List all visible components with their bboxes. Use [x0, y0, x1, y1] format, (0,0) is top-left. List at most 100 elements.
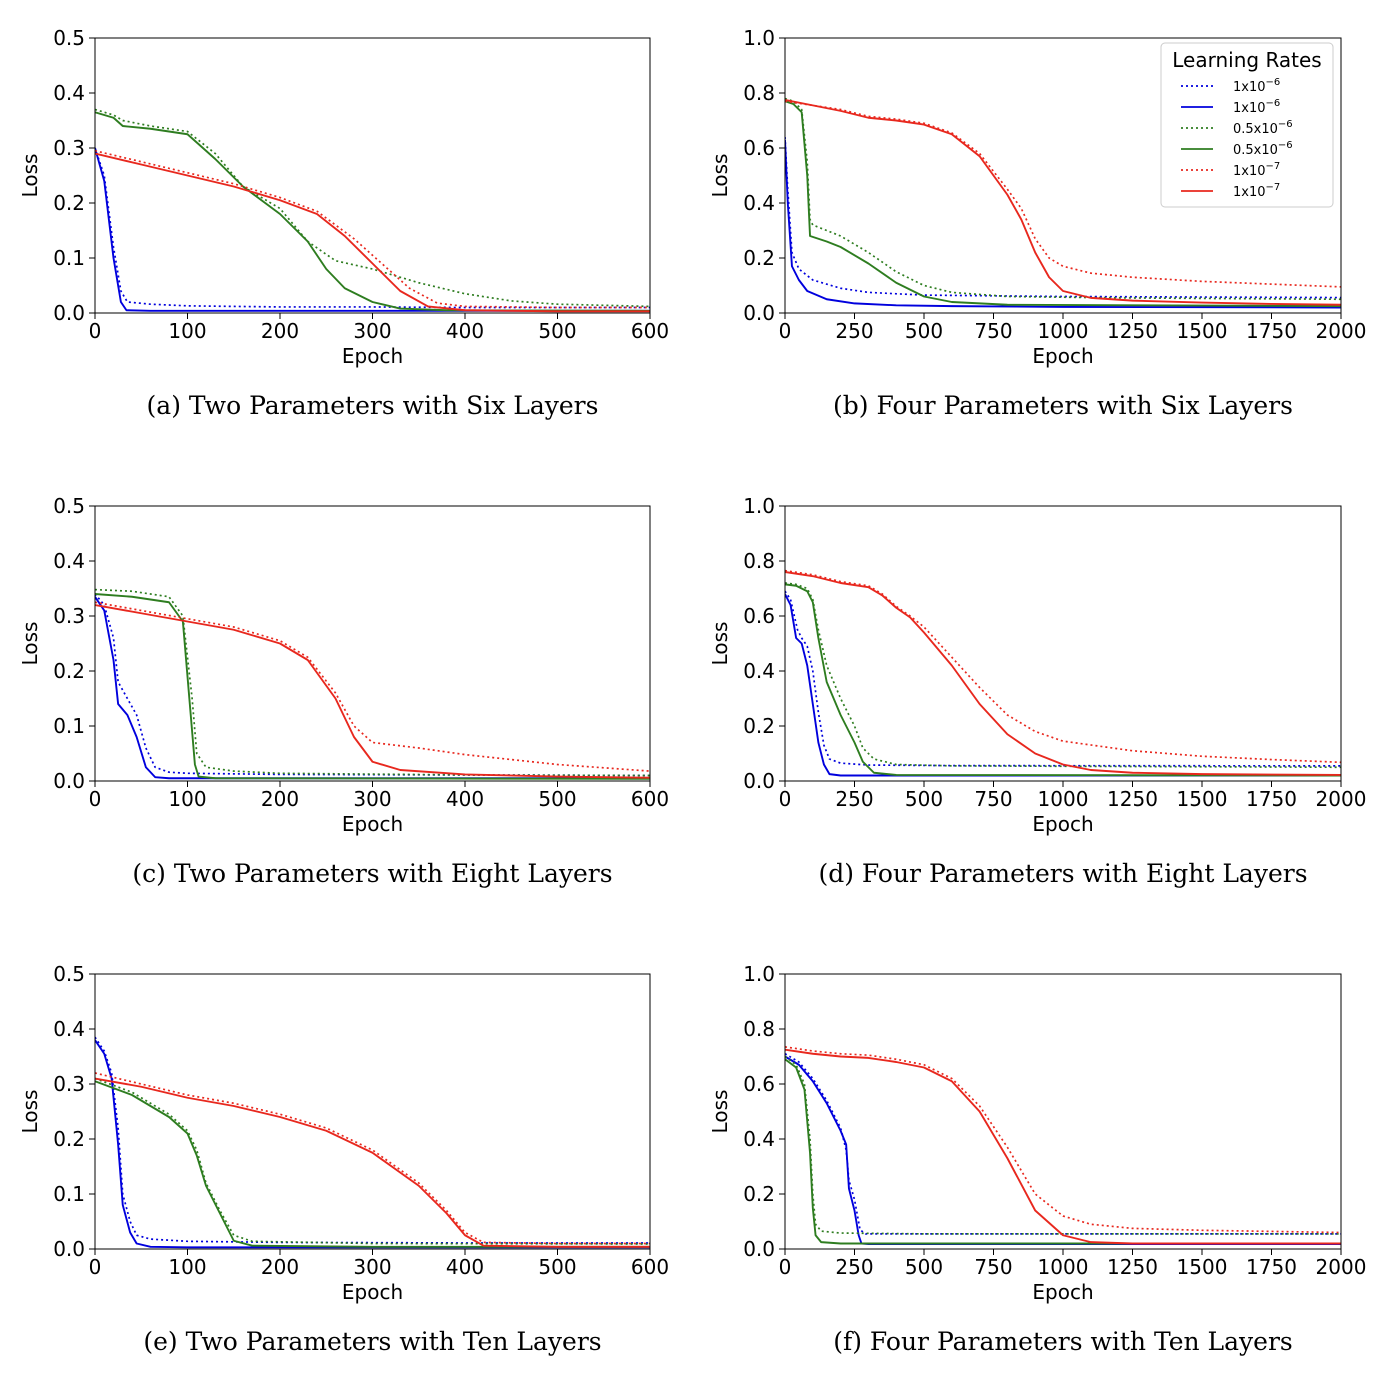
plot-frame: [94, 973, 651, 1250]
series-line-e-5-solid: [95, 1077, 650, 1248]
x-tick-label: 1500: [1177, 787, 1228, 811]
x-tick-label: 0: [779, 787, 792, 811]
y-tick-label: 0.4: [53, 81, 85, 105]
legend-entry-label: 0.5x10−6: [1233, 119, 1293, 137]
series-line-e-1-solid: [95, 1039, 650, 1249]
plot-frame: [784, 505, 1342, 782]
x-tick-label: 750: [974, 787, 1012, 811]
series-line-c-0-dotted: [95, 593, 650, 777]
y-tick-label: 0.5: [53, 494, 85, 518]
series-line-f-5-solid: [785, 1048, 1341, 1245]
y-tick-label: 0.2: [53, 659, 85, 683]
x-tick-label: 250: [835, 787, 873, 811]
chart-e: 0 100 200 300 400 500 600 0.0 0.1 0.2 0.3 0.4 0.5 Epo…: [18, 962, 669, 1304]
x-tick-label: 0: [779, 319, 792, 343]
series-line-a-4-dotted: [95, 149, 650, 309]
x-tick-label: 300: [353, 787, 391, 811]
x-tick-label: 1000: [1038, 319, 1089, 343]
chart-c: 0 100 200 300 400 500 600 0.0 0.1 0.2 0.3 0.4 0.5 Epo…: [18, 494, 669, 836]
caption-f: (f) Four Parameters with Ten Layers: [833, 1327, 1293, 1356]
y-tick-label: 0.2: [53, 191, 85, 215]
x-tick-label: 500: [905, 1255, 943, 1279]
x-tick-label: 200: [261, 1255, 299, 1279]
x-tick-label: 2000: [1316, 319, 1367, 343]
y-tick-label: 0.1: [53, 246, 85, 270]
y-axis-label: Loss: [708, 154, 732, 198]
series-line-c-5-solid: [95, 604, 650, 779]
legend-box: [1160, 42, 1334, 208]
chart-d: 0 250 500 750 1000 1250 1500 1750 2000 0.0 0.2 0.4 0…: [708, 494, 1366, 836]
y-tick-label: 0.3: [53, 136, 85, 160]
x-tick-label: 500: [538, 1255, 576, 1279]
y-tick-label: 1.0: [743, 26, 775, 50]
series-line-c-2-dotted: [95, 588, 650, 777]
x-tick-label: 400: [446, 319, 484, 343]
series-line-a-3-solid: [95, 111, 650, 312]
x-tick-label: 0: [89, 1255, 102, 1279]
x-axis-label: Epoch: [1032, 1280, 1093, 1304]
x-tick-label: 0: [89, 787, 102, 811]
y-tick-label: 0.0: [743, 769, 775, 793]
series-line-d-4-dotted: [785, 569, 1341, 764]
series-line-c-4-dotted: [95, 601, 650, 772]
x-tick-label: 1250: [1107, 787, 1158, 811]
plot-frame: [94, 505, 651, 782]
x-tick-label: 200: [261, 319, 299, 343]
y-tick-label: 0.0: [53, 769, 85, 793]
x-tick-label: 1500: [1177, 1255, 1228, 1279]
x-tick-label: 300: [353, 319, 391, 343]
x-tick-label: 0: [779, 1255, 792, 1279]
x-tick-label: 1750: [1246, 787, 1297, 811]
y-axis-label: Loss: [18, 154, 42, 198]
series-line-e-3-solid: [95, 1080, 650, 1248]
x-tick-label: 2000: [1316, 1255, 1367, 1279]
series-line-b-0-dotted: [785, 136, 1341, 299]
series-line-e-2-dotted: [95, 1077, 650, 1245]
series-line-d-1-solid: [785, 593, 1341, 777]
legend-entry-label: 0.5x10−6: [1233, 140, 1293, 158]
y-tick-label: 0.3: [53, 1072, 85, 1096]
x-tick-label: 1000: [1038, 787, 1089, 811]
chart-a: 0 100 200 300 400 500 600 0.0 0.1 0.2 0.3 0.4 0.5 Epo…: [18, 26, 669, 368]
y-tick-label: 0.4: [743, 1127, 775, 1151]
y-tick-label: 0.5: [53, 962, 85, 986]
y-tick-label: 0.0: [743, 1237, 775, 1261]
y-axis-label: Loss: [18, 622, 42, 666]
x-tick-label: 500: [538, 319, 576, 343]
x-tick-label: 2000: [1316, 787, 1367, 811]
y-axis-label: Loss: [708, 1090, 732, 1134]
x-tick-label: 250: [835, 319, 873, 343]
x-tick-label: 600: [631, 319, 669, 343]
series-line-b-5-solid: [785, 98, 1341, 306]
x-tick-label: 600: [631, 787, 669, 811]
x-tick-label: 250: [835, 1255, 873, 1279]
legend: Learning Rates 1x10−6 1x10−6 0.5x10−6 0.5x10…: [1160, 42, 1334, 208]
y-tick-label: 0.2: [743, 1182, 775, 1206]
x-axis-label: Epoch: [342, 344, 403, 368]
x-tick-label: 400: [446, 1255, 484, 1279]
y-tick-label: 0.2: [53, 1127, 85, 1151]
y-tick-label: 0.1: [53, 714, 85, 738]
series-line-e-4-dotted: [95, 1072, 650, 1245]
y-tick-label: 0.2: [743, 714, 775, 738]
series-line-a-1-solid: [95, 147, 650, 312]
plot-frame: [94, 37, 651, 314]
caption-b: (b) Four Parameters with Six Layers: [833, 391, 1293, 420]
series-line-f-4-dotted: [785, 1046, 1341, 1234]
series-line-f-0-dotted: [785, 1053, 1341, 1235]
chart-f: 0 250 500 750 1000 1250 1500 1750 2000 0.0 0.2 0.4 0…: [708, 962, 1366, 1304]
x-tick-label: 750: [974, 1255, 1012, 1279]
y-tick-label: 0.4: [743, 191, 775, 215]
y-tick-label: 0.4: [53, 1017, 85, 1041]
caption-e: (e) Two Parameters with Ten Layers: [143, 1327, 602, 1356]
y-tick-label: 0.4: [743, 659, 775, 683]
y-tick-label: 0.0: [53, 301, 85, 325]
x-tick-label: 1500: [1177, 319, 1228, 343]
x-tick-label: 1750: [1246, 1255, 1297, 1279]
series-line-f-3-solid: [785, 1058, 1341, 1245]
series-line-e-0-dotted: [95, 1036, 650, 1244]
x-tick-label: 1250: [1107, 319, 1158, 343]
y-tick-label: 0.5: [53, 26, 85, 50]
